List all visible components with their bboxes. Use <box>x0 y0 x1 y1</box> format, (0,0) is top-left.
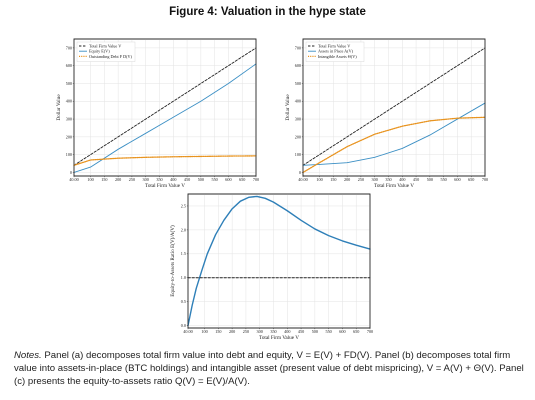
x-tick-label: 250 <box>129 177 135 182</box>
y-axis-label: Equity-to-Assets Ratio E(V)/A(V) <box>169 225 176 297</box>
legend-box <box>305 41 365 62</box>
x-tick-label: 550 <box>211 177 217 182</box>
y-tick-label: 100 <box>295 152 301 157</box>
x-tick-label: 450 <box>413 177 419 182</box>
grid-lines <box>187 194 371 328</box>
legend-label: Total Firm Value V <box>89 43 121 48</box>
y-tick-label: 0.5 <box>181 299 186 304</box>
x-tick-label: 150 <box>101 177 107 182</box>
x-tick-label: 350 <box>385 177 391 182</box>
x-tick-label: 200 <box>115 177 121 182</box>
y-tick-label: 700 <box>295 45 301 50</box>
x-tick-label: 700 <box>367 329 373 334</box>
notes-text: Panel (a) decomposes total firm value in… <box>14 350 524 387</box>
x-tick-label: 200 <box>344 177 350 182</box>
x-axis-label: Total Firm Value V <box>259 335 299 341</box>
figure-title: Figure 4: Valuation in the hype state <box>169 6 366 18</box>
plot-frame <box>187 193 371 329</box>
x-tick-label: 100 <box>316 177 322 182</box>
legend-box <box>76 41 136 62</box>
legend-label: Intangible Assets Θ(V) <box>318 54 357 59</box>
series-line-3 <box>73 155 257 166</box>
y-tick-label: 0 <box>299 170 301 175</box>
legend-label: Outstanding Debt F D(V) <box>89 54 133 59</box>
x-tick-label: 450 <box>184 177 190 182</box>
x-tick-label: 150 <box>215 329 221 334</box>
panel-a-chart: 40.00 100 150 200 250 300 350 400 450 500 550 600 65… <box>56 38 259 189</box>
x-tick-label: 700 <box>253 177 259 182</box>
y-tick-label: 400 <box>295 99 301 104</box>
x-axis-label: Total Firm Value V <box>374 183 414 189</box>
y-tick-label: 400 <box>66 99 72 104</box>
y-tick-label: 0 <box>70 170 72 175</box>
series-line-1 <box>187 195 371 327</box>
y-tick-label: 300 <box>66 116 72 121</box>
x-tick-label: 600 <box>339 329 345 334</box>
x-tick-label: 450 <box>298 329 304 334</box>
legend-label: Equity E(V) <box>89 49 110 54</box>
x-tick-label: 400 <box>170 177 176 182</box>
x-tick-label: 400 <box>399 177 405 182</box>
x-tick-label: 650 <box>468 177 474 182</box>
legend-label: Assets in Place A(V) <box>318 49 354 54</box>
y-tick-label: 100 <box>66 152 72 157</box>
panel-c-chart: 40.00 100 150 200 250 300 350 400 450 500 550 600 65… <box>169 193 373 341</box>
y-tick-label: 700 <box>66 45 72 50</box>
y-tick-label: 600 <box>295 63 301 68</box>
x-tick-label: 400 <box>284 329 290 334</box>
series-line-1 <box>302 47 486 166</box>
x-tick-label: 40.00 <box>183 329 192 334</box>
plot-frame <box>302 38 486 177</box>
x-tick-label: 600 <box>225 177 231 182</box>
y-tick-label: 1.0 <box>181 275 186 280</box>
series-line-2 <box>302 102 486 166</box>
x-tick-label: 150 <box>330 177 336 182</box>
x-tick-label: 550 <box>440 177 446 182</box>
y-axis-label: Dollar Value <box>56 94 62 121</box>
y-tick-label: 300 <box>295 116 301 121</box>
panel-b-chart: 40.00 100 150 200 250 300 350 400 450 500 550 600 65… <box>285 38 488 189</box>
x-tick-label: 650 <box>353 329 359 334</box>
y-axis-label: Dollar Value <box>285 94 291 121</box>
legend-label: Total Firm Value V <box>318 43 350 48</box>
x-tick-label: 100 <box>87 177 93 182</box>
x-tick-label: 500 <box>427 177 433 182</box>
series-line-2 <box>73 63 257 173</box>
y-tick-label: 500 <box>66 81 72 86</box>
plot-frame <box>73 38 257 177</box>
x-tick-label: 200 <box>229 329 235 334</box>
x-tick-label: 100 <box>201 329 207 334</box>
x-tick-label: 500 <box>198 177 204 182</box>
y-tick-label: 1.5 <box>181 251 186 256</box>
x-tick-label: 250 <box>243 329 249 334</box>
series-line-3 <box>302 116 486 174</box>
x-axis-label: Total Firm Value V <box>145 183 185 189</box>
notes-label: Notes. <box>14 350 42 361</box>
x-tick-label: 350 <box>156 177 162 182</box>
y-tick-label: 200 <box>295 134 301 139</box>
plot-area <box>187 193 371 329</box>
x-tick-label: 650 <box>239 177 245 182</box>
x-tick-label: 550 <box>325 329 331 334</box>
x-tick-label: 40.00 <box>298 177 307 182</box>
series-line-1 <box>73 47 257 166</box>
x-tick-label: 40.00 <box>69 177 78 182</box>
x-tick-label: 350 <box>270 329 276 334</box>
y-tick-label: 2.0 <box>181 227 186 232</box>
x-tick-label: 300 <box>372 177 378 182</box>
y-tick-label: 2.5 <box>181 203 186 208</box>
y-tick-label: 200 <box>66 134 72 139</box>
x-tick-label: 500 <box>312 329 318 334</box>
x-tick-label: 600 <box>454 177 460 182</box>
x-tick-label: 700 <box>482 177 488 182</box>
y-tick-label: 600 <box>66 63 72 68</box>
x-tick-label: 300 <box>143 177 149 182</box>
figure-notes: Notes. Panel (a) decomposes total firm v… <box>14 349 524 388</box>
y-tick-label: 0.0 <box>181 323 186 328</box>
x-tick-label: 250 <box>358 177 364 182</box>
x-tick-label: 300 <box>257 329 263 334</box>
y-tick-label: 500 <box>295 81 301 86</box>
